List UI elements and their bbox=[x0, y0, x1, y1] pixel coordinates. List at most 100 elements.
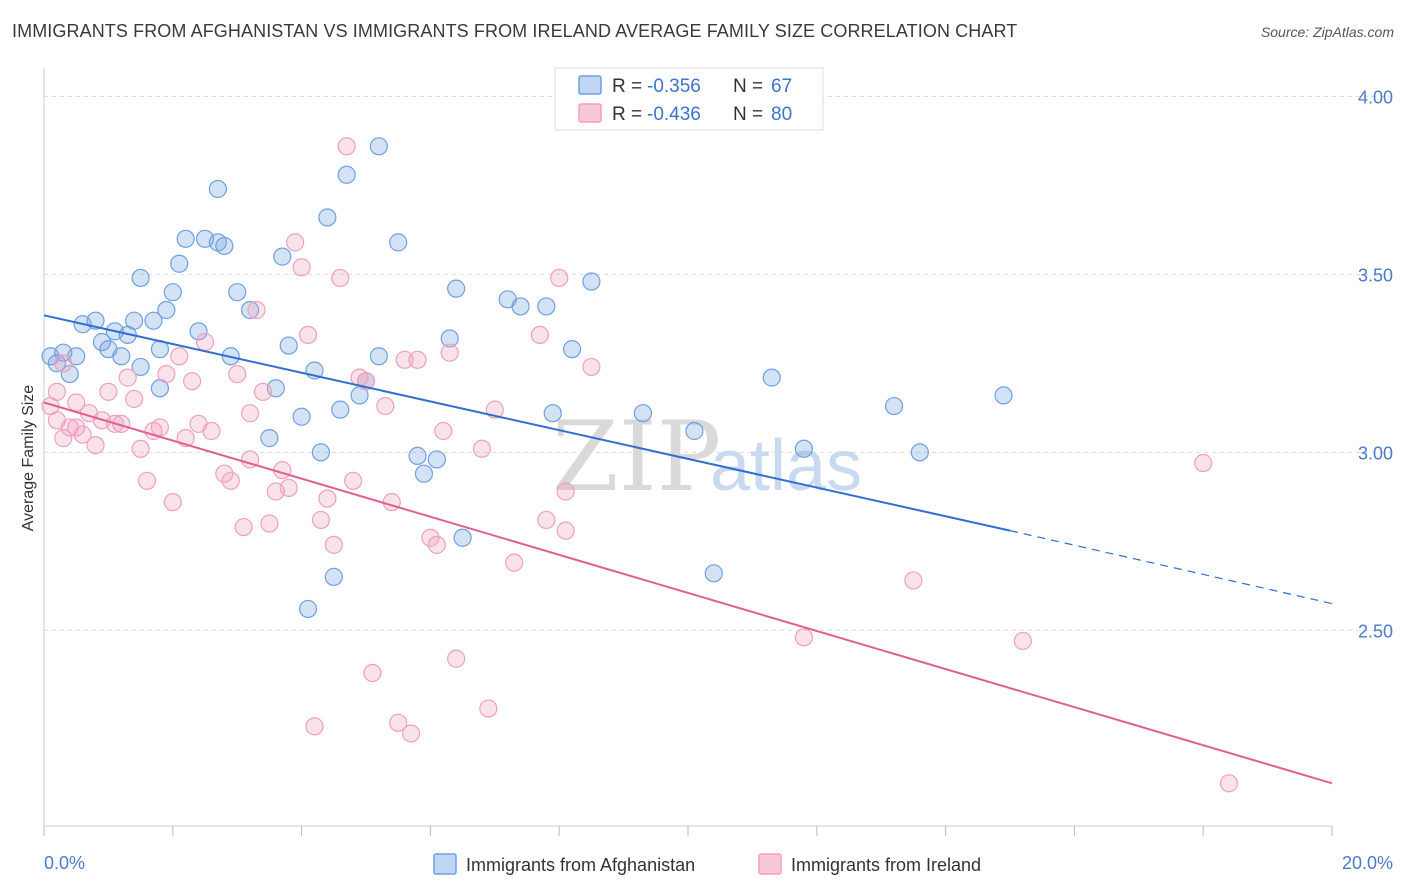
data-point bbox=[562, 340, 582, 359]
x-tick-label-max: 20.0% bbox=[1342, 853, 1393, 873]
data-point bbox=[794, 439, 814, 458]
data-point bbox=[47, 354, 66, 373]
legend-n-value-2: 80 bbox=[771, 104, 792, 125]
legend-box: R = -0.356 N = 67 R = -0.436 N = 80 bbox=[554, 67, 824, 131]
data-point bbox=[221, 471, 240, 490]
data-point bbox=[582, 357, 601, 377]
data-point bbox=[292, 258, 311, 277]
trend-line bbox=[43, 314, 1011, 532]
data-point bbox=[137, 471, 157, 490]
data-point bbox=[99, 382, 118, 401]
data-point bbox=[331, 400, 350, 419]
data-point bbox=[389, 233, 408, 252]
data-point bbox=[408, 446, 427, 465]
series-afghanistan-points bbox=[41, 137, 1013, 619]
data-point bbox=[633, 404, 653, 423]
data-point bbox=[118, 368, 137, 387]
data-point bbox=[1219, 774, 1239, 793]
data-point bbox=[1013, 631, 1032, 651]
data-point bbox=[163, 493, 182, 512]
data-point bbox=[904, 571, 923, 590]
data-point bbox=[279, 336, 298, 355]
data-point bbox=[170, 347, 189, 366]
data-point bbox=[54, 354, 73, 373]
data-point bbox=[582, 272, 601, 291]
data-point bbox=[910, 443, 929, 462]
legend-swatch-ireland bbox=[578, 103, 602, 123]
data-point bbox=[195, 332, 215, 352]
data-point bbox=[240, 300, 260, 320]
data-point bbox=[157, 364, 176, 384]
x-tick-label-min: 0.0% bbox=[44, 853, 85, 873]
data-point bbox=[472, 439, 492, 458]
data-point bbox=[292, 407, 311, 426]
legend-n-label-1: N = bbox=[733, 76, 763, 97]
data-point bbox=[395, 350, 414, 369]
watermark-atlas: atlas bbox=[710, 426, 862, 506]
data-point bbox=[511, 297, 530, 316]
trend-lines bbox=[43, 314, 1333, 785]
y-tick-label: 4.00 bbox=[1358, 87, 1393, 107]
data-point bbox=[685, 421, 704, 441]
data-point bbox=[144, 311, 163, 330]
data-point bbox=[234, 517, 253, 537]
data-point bbox=[505, 553, 524, 572]
data-point bbox=[408, 350, 427, 369]
legend-swatch-afghanistan bbox=[578, 75, 602, 95]
data-point bbox=[331, 268, 350, 288]
data-point bbox=[537, 297, 556, 316]
y-axis-label: Average Family Size bbox=[20, 385, 37, 532]
data-point bbox=[427, 450, 446, 469]
data-point bbox=[60, 364, 79, 384]
data-point bbox=[247, 300, 266, 320]
data-point bbox=[298, 599, 318, 619]
data-point bbox=[324, 535, 343, 554]
data-point bbox=[189, 322, 208, 341]
bottom-legend: Immigrants from Afghanistan Immigrants f… bbox=[433, 853, 981, 875]
chart-title: IMMIGRANTS FROM AFGHANISTAN VS IMMIGRANT… bbox=[12, 21, 1018, 41]
data-point bbox=[279, 478, 298, 498]
data-point bbox=[337, 165, 356, 184]
data-point bbox=[208, 179, 227, 199]
watermark: ZIP atlas bbox=[552, 401, 862, 513]
data-point bbox=[240, 404, 260, 423]
trend-line-extension bbox=[1009, 530, 1333, 605]
data-point bbox=[550, 268, 569, 288]
source-credit: Source: ZipAtlas.com bbox=[1260, 24, 1394, 40]
data-point bbox=[556, 521, 575, 540]
data-point bbox=[305, 717, 324, 736]
data-point bbox=[125, 389, 144, 409]
data-point bbox=[337, 137, 356, 156]
data-point bbox=[131, 439, 150, 458]
data-point bbox=[453, 528, 472, 547]
data-point bbox=[318, 489, 337, 508]
data-point bbox=[170, 254, 189, 273]
data-point bbox=[994, 386, 1013, 405]
data-point bbox=[73, 425, 92, 444]
data-point bbox=[447, 649, 466, 668]
data-point bbox=[92, 332, 112, 352]
data-point bbox=[47, 382, 66, 401]
data-point bbox=[440, 329, 459, 348]
data-point bbox=[215, 464, 234, 483]
data-point bbox=[150, 418, 170, 437]
data-point bbox=[401, 724, 421, 743]
data-point bbox=[67, 418, 86, 437]
legend-r-value-1: -0.356 bbox=[647, 76, 701, 97]
legend-r-label-2: R = bbox=[612, 104, 642, 125]
data-point bbox=[260, 514, 279, 533]
data-point bbox=[479, 699, 498, 718]
data-point bbox=[273, 247, 292, 266]
data-point bbox=[131, 357, 150, 377]
legend-r-value-2: -0.436 bbox=[647, 104, 701, 125]
data-point bbox=[440, 343, 459, 362]
gridlines bbox=[44, 95, 1392, 631]
data-point bbox=[86, 436, 105, 455]
data-point bbox=[286, 233, 305, 252]
y-tick-label: 2.50 bbox=[1358, 621, 1393, 641]
data-point bbox=[762, 368, 781, 387]
data-point bbox=[318, 208, 337, 227]
legend-n-value-1: 67 bbox=[771, 76, 792, 97]
x-ticks bbox=[43, 826, 1333, 836]
